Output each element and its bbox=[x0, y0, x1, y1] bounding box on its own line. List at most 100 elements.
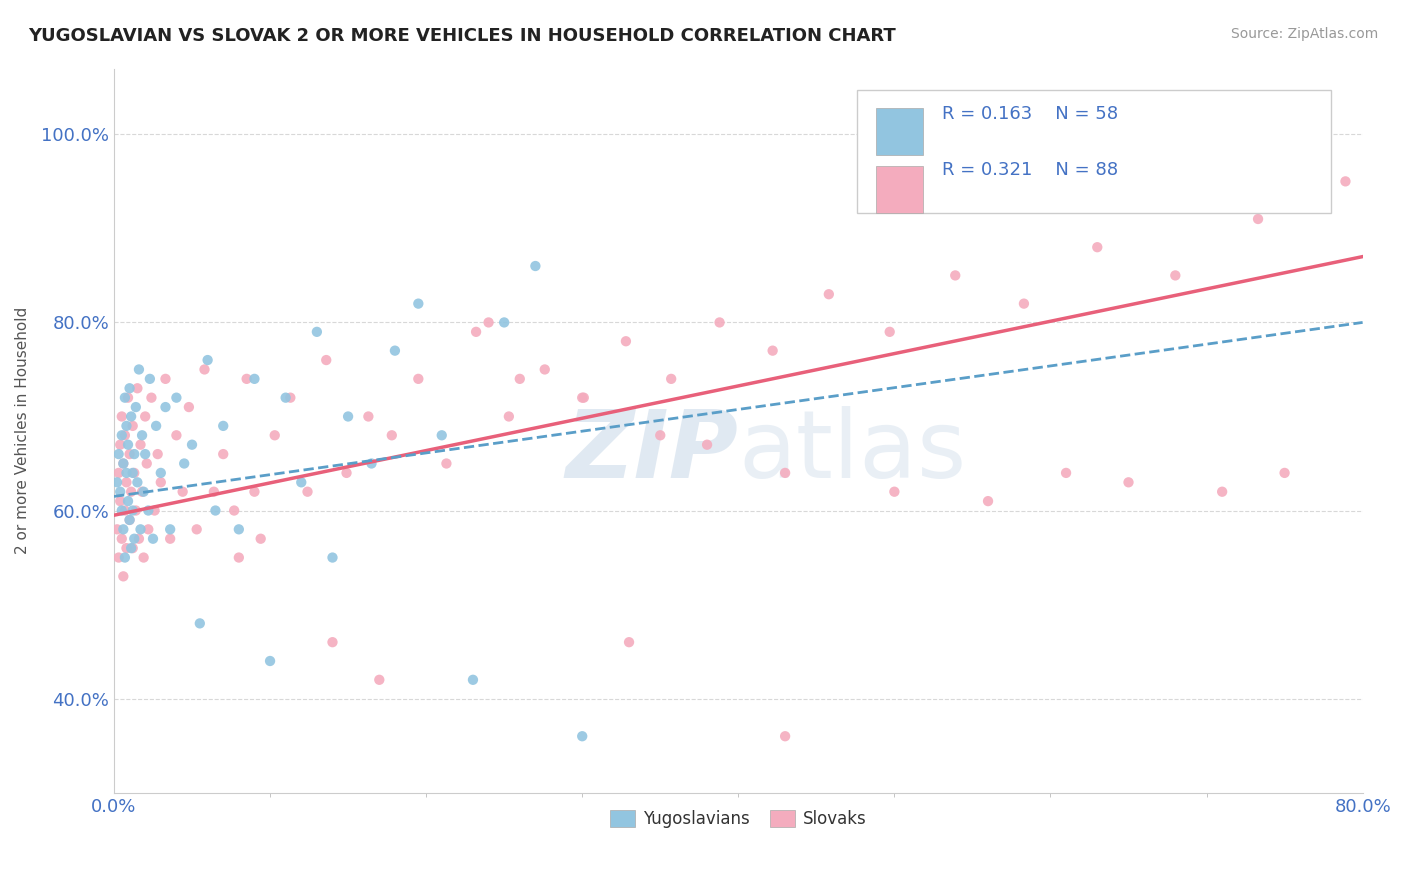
Point bbox=[134, 409, 156, 424]
Point bbox=[224, 503, 246, 517]
Point bbox=[181, 438, 204, 452]
Point bbox=[149, 466, 172, 480]
Point bbox=[159, 522, 181, 536]
Point bbox=[524, 259, 547, 273]
Point bbox=[112, 457, 135, 471]
Point bbox=[155, 372, 177, 386]
Point bbox=[817, 287, 839, 301]
Point bbox=[197, 353, 219, 368]
Point bbox=[259, 654, 281, 668]
FancyBboxPatch shape bbox=[876, 108, 924, 155]
Point bbox=[212, 418, 235, 433]
Point bbox=[115, 466, 138, 480]
Point bbox=[228, 522, 250, 536]
Point bbox=[1274, 466, 1296, 480]
Point bbox=[509, 372, 531, 386]
Point bbox=[943, 268, 966, 283]
Point bbox=[115, 541, 138, 556]
Point bbox=[571, 729, 593, 743]
Point bbox=[659, 372, 682, 386]
Point bbox=[465, 325, 488, 339]
Point bbox=[188, 616, 211, 631]
Text: atlas: atlas bbox=[738, 407, 966, 499]
Point bbox=[368, 673, 391, 687]
Text: R = 0.321    N = 88: R = 0.321 N = 88 bbox=[942, 161, 1118, 179]
Point bbox=[118, 447, 141, 461]
Point bbox=[136, 522, 159, 536]
Point bbox=[650, 428, 672, 442]
Point bbox=[193, 362, 215, 376]
Point bbox=[128, 532, 150, 546]
Point bbox=[297, 484, 319, 499]
Point bbox=[408, 296, 430, 310]
Point bbox=[1211, 484, 1233, 499]
Point bbox=[114, 391, 136, 405]
Point bbox=[111, 503, 134, 517]
Point bbox=[533, 362, 555, 376]
Point bbox=[408, 372, 430, 386]
Point bbox=[132, 484, 155, 499]
Point bbox=[114, 503, 136, 517]
Point bbox=[494, 315, 516, 329]
Point bbox=[134, 447, 156, 461]
Point bbox=[143, 503, 166, 517]
Point bbox=[1118, 475, 1140, 490]
Point bbox=[115, 475, 138, 490]
Point bbox=[263, 428, 285, 442]
Point bbox=[235, 372, 257, 386]
Point bbox=[110, 494, 132, 508]
Point bbox=[762, 343, 785, 358]
Point bbox=[477, 315, 499, 329]
Point bbox=[141, 391, 163, 405]
Point bbox=[107, 466, 129, 480]
Point bbox=[430, 428, 453, 442]
Point bbox=[177, 400, 200, 414]
Text: Source: ZipAtlas.com: Source: ZipAtlas.com bbox=[1230, 27, 1378, 41]
Point bbox=[110, 438, 132, 452]
Point bbox=[117, 391, 139, 405]
Point bbox=[121, 503, 143, 517]
Point bbox=[135, 457, 157, 471]
Point bbox=[142, 532, 165, 546]
Point bbox=[321, 550, 343, 565]
Point bbox=[159, 532, 181, 546]
Point bbox=[977, 494, 1000, 508]
Point bbox=[1012, 296, 1035, 310]
Point bbox=[121, 418, 143, 433]
Point bbox=[305, 325, 328, 339]
Point bbox=[131, 484, 153, 499]
Point bbox=[571, 391, 593, 405]
Point bbox=[315, 353, 337, 368]
Point bbox=[105, 522, 128, 536]
Point bbox=[165, 428, 187, 442]
Point bbox=[132, 550, 155, 565]
Point bbox=[117, 438, 139, 452]
Point bbox=[212, 447, 235, 461]
Point bbox=[228, 550, 250, 565]
Point bbox=[111, 532, 134, 546]
Point bbox=[112, 522, 135, 536]
Point bbox=[107, 550, 129, 565]
Point bbox=[112, 457, 135, 471]
Text: YUGOSLAVIAN VS SLOVAK 2 OR MORE VEHICLES IN HOUSEHOLD CORRELATION CHART: YUGOSLAVIAN VS SLOVAK 2 OR MORE VEHICLES… bbox=[28, 27, 896, 45]
Point bbox=[173, 457, 195, 471]
Point bbox=[384, 343, 406, 358]
Point bbox=[121, 466, 143, 480]
Point bbox=[112, 569, 135, 583]
Point bbox=[122, 466, 145, 480]
Point bbox=[1247, 212, 1270, 227]
Point bbox=[105, 475, 128, 490]
Point bbox=[204, 503, 226, 517]
Point bbox=[114, 550, 136, 565]
Point bbox=[136, 503, 159, 517]
Point bbox=[121, 541, 143, 556]
Point bbox=[381, 428, 404, 442]
Point bbox=[110, 484, 132, 499]
Point bbox=[107, 447, 129, 461]
Point bbox=[165, 391, 187, 405]
Point bbox=[114, 428, 136, 442]
Point bbox=[243, 484, 266, 499]
Point bbox=[202, 484, 225, 499]
Point bbox=[127, 381, 149, 395]
Point bbox=[498, 409, 520, 424]
